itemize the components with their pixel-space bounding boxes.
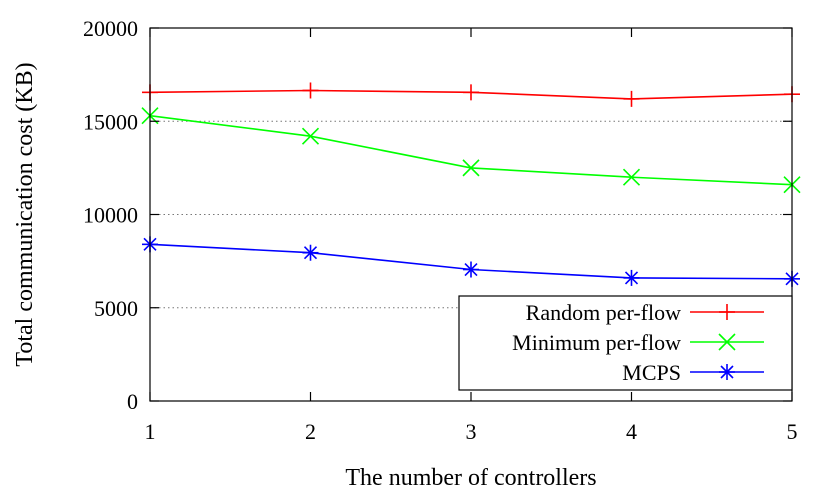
legend-label: Minimum per-flow [512,330,681,355]
legend-item: Minimum per-flow [512,330,764,355]
data-point [302,244,319,261]
y-tick-label: 10000 [83,203,138,228]
legend-marker [719,304,735,320]
data-point [462,159,480,177]
legend-item: Random per-flow [526,300,764,325]
data-point [301,127,320,145]
x-axis-label: The number of controllers [345,465,596,491]
data-point [623,90,640,107]
data-point [463,261,479,278]
series-layer [141,82,801,287]
marker-stroke [462,159,480,177]
data-point [622,168,641,186]
marker-stroke [303,246,318,260]
x-tick-label: 1 [145,419,156,444]
marker-stroke [720,365,734,379]
grid-lines [150,120,792,309]
legend-label: Random per-flow [526,300,681,325]
y-tick-label: 15000 [83,109,138,134]
y-tick-label: 5000 [94,296,138,321]
data-point [623,269,640,286]
x-tick-label: 2 [305,419,316,444]
y-axis-label: Total communication cost (KB) [12,62,38,366]
x-tick-label: 5 [787,419,798,444]
data-point [463,84,479,101]
legend-item: MCPS [622,360,764,385]
marker-stroke [301,127,320,145]
series-line [149,114,793,186]
data-point [302,82,319,99]
x-tick-label: 3 [466,419,477,444]
axis-ticks: 0 5000 10000 15000 20000 1 2 3 4 5 [83,16,798,444]
legend: Random per-flow Minimum per-flow MCPS [458,295,793,391]
series-mcps [142,236,800,287]
legend-marker [718,333,736,351]
marker-stroke [624,271,639,285]
series-minimum-per-flow [141,107,801,194]
marker-stroke [464,262,478,277]
x-tick-label: 4 [626,419,637,444]
marker-stroke [622,168,641,186]
y-tick-label: 0 [127,389,138,414]
legend-marker [719,364,735,380]
y-tick-label: 20000 [83,16,138,41]
legend-label: MCPS [622,360,681,385]
series-random-per-flow [142,82,800,107]
marker-stroke [718,333,736,351]
